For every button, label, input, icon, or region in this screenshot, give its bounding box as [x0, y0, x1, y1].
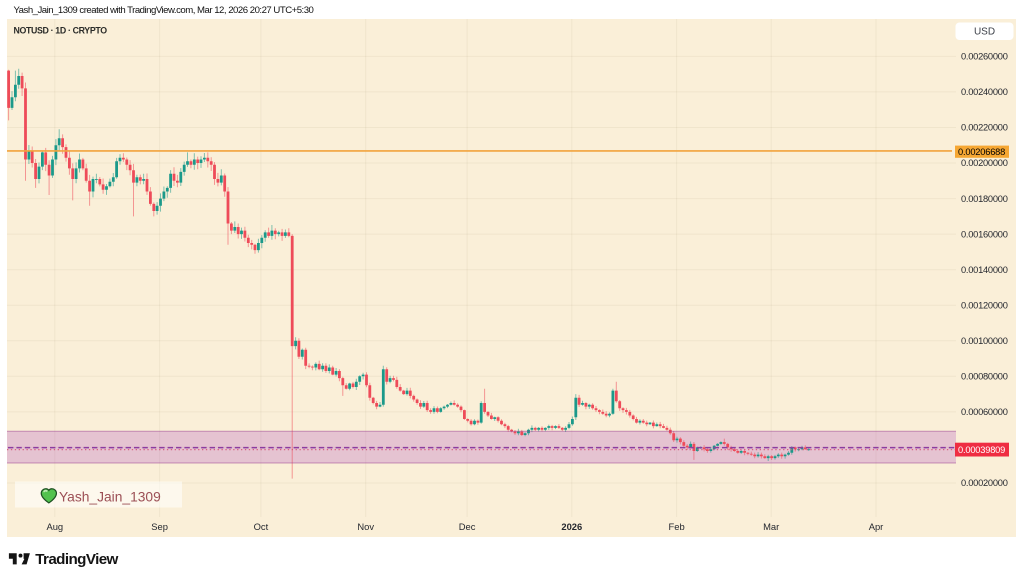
- svg-text:Mar: Mar: [763, 521, 779, 532]
- svg-text:0.00080000: 0.00080000: [961, 372, 1008, 382]
- svg-text:0.00220000: 0.00220000: [961, 123, 1008, 133]
- svg-text:Sep: Sep: [151, 521, 168, 532]
- svg-text:0.00120000: 0.00120000: [961, 300, 1008, 310]
- svg-text:0.00100000: 0.00100000: [961, 336, 1008, 346]
- svg-text:Feb: Feb: [669, 521, 685, 532]
- svg-text:0.00160000: 0.00160000: [961, 229, 1008, 239]
- svg-text:0.00240000: 0.00240000: [961, 87, 1008, 97]
- svg-text:0.00180000: 0.00180000: [961, 194, 1008, 204]
- svg-text:0.00060000: 0.00060000: [961, 407, 1008, 417]
- svg-text:Yash_Jain_1309: Yash_Jain_1309: [59, 490, 161, 505]
- svg-text:0.00260000: 0.00260000: [961, 52, 1008, 62]
- svg-text:TradingView: TradingView: [35, 551, 118, 568]
- svg-text:0.00200000: 0.00200000: [961, 158, 1008, 168]
- svg-text:2026: 2026: [561, 521, 582, 532]
- svg-text:0.00039809: 0.00039809: [958, 445, 1005, 455]
- svg-text:0.00140000: 0.00140000: [961, 265, 1008, 275]
- svg-text:Oct: Oct: [254, 521, 269, 532]
- svg-text:0.00206688: 0.00206688: [958, 147, 1005, 157]
- svg-text:NOTUSD · 1D · CRYPTO: NOTUSD · 1D · CRYPTO: [14, 26, 108, 36]
- svg-text:Yash_Jain_1309 created with Tr: Yash_Jain_1309 created with TradingView.…: [14, 5, 314, 16]
- svg-text:USD: USD: [974, 27, 995, 38]
- svg-text:Dec: Dec: [459, 521, 476, 532]
- svg-text:Apr: Apr: [869, 521, 884, 532]
- svg-text:0.00020000: 0.00020000: [961, 478, 1008, 488]
- svg-text:Nov: Nov: [357, 521, 374, 532]
- svg-text:Aug: Aug: [46, 521, 63, 532]
